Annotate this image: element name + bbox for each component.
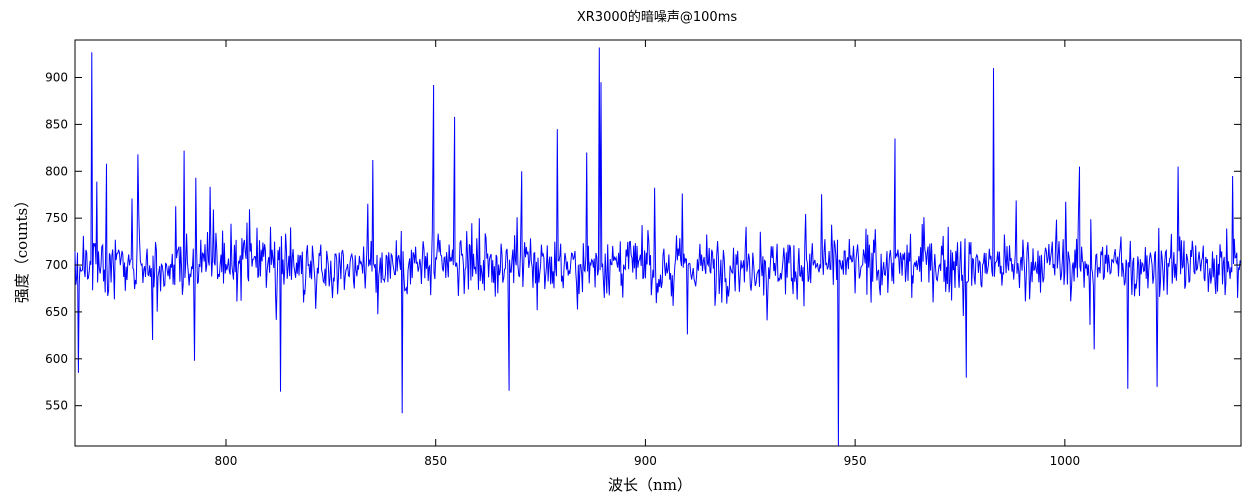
y-tick-label: 650 — [45, 305, 68, 319]
y-tick-label: 850 — [45, 117, 68, 131]
x-tick-label: 1000 — [1050, 454, 1081, 468]
y-tick-label: 900 — [45, 71, 68, 85]
x-tick-label: 850 — [424, 454, 447, 468]
x-tick-label: 900 — [634, 454, 657, 468]
plot-frame — [74, 39, 1242, 447]
y-tick-label: 750 — [45, 211, 68, 225]
y-tick-label: 700 — [45, 258, 68, 272]
chart-title: XR3000的暗噪声@100ms — [577, 9, 737, 25]
x-tick-label: 950 — [844, 454, 867, 468]
x-tick-label: 800 — [215, 454, 238, 468]
y-tick-label: 550 — [45, 399, 68, 413]
x-axis-label: 波长（nm） — [608, 476, 692, 494]
series-layer — [74, 47, 1241, 447]
axes-layer: 800 850 900 950 1000 550 600 650 700 750 800 850 900 — [45, 40, 1241, 468]
y-tick-label: 600 — [45, 352, 68, 366]
y-axis-label: 强度（counts） — [13, 193, 31, 303]
series-line — [74, 47, 1241, 447]
y-tick-label: 800 — [45, 164, 68, 178]
